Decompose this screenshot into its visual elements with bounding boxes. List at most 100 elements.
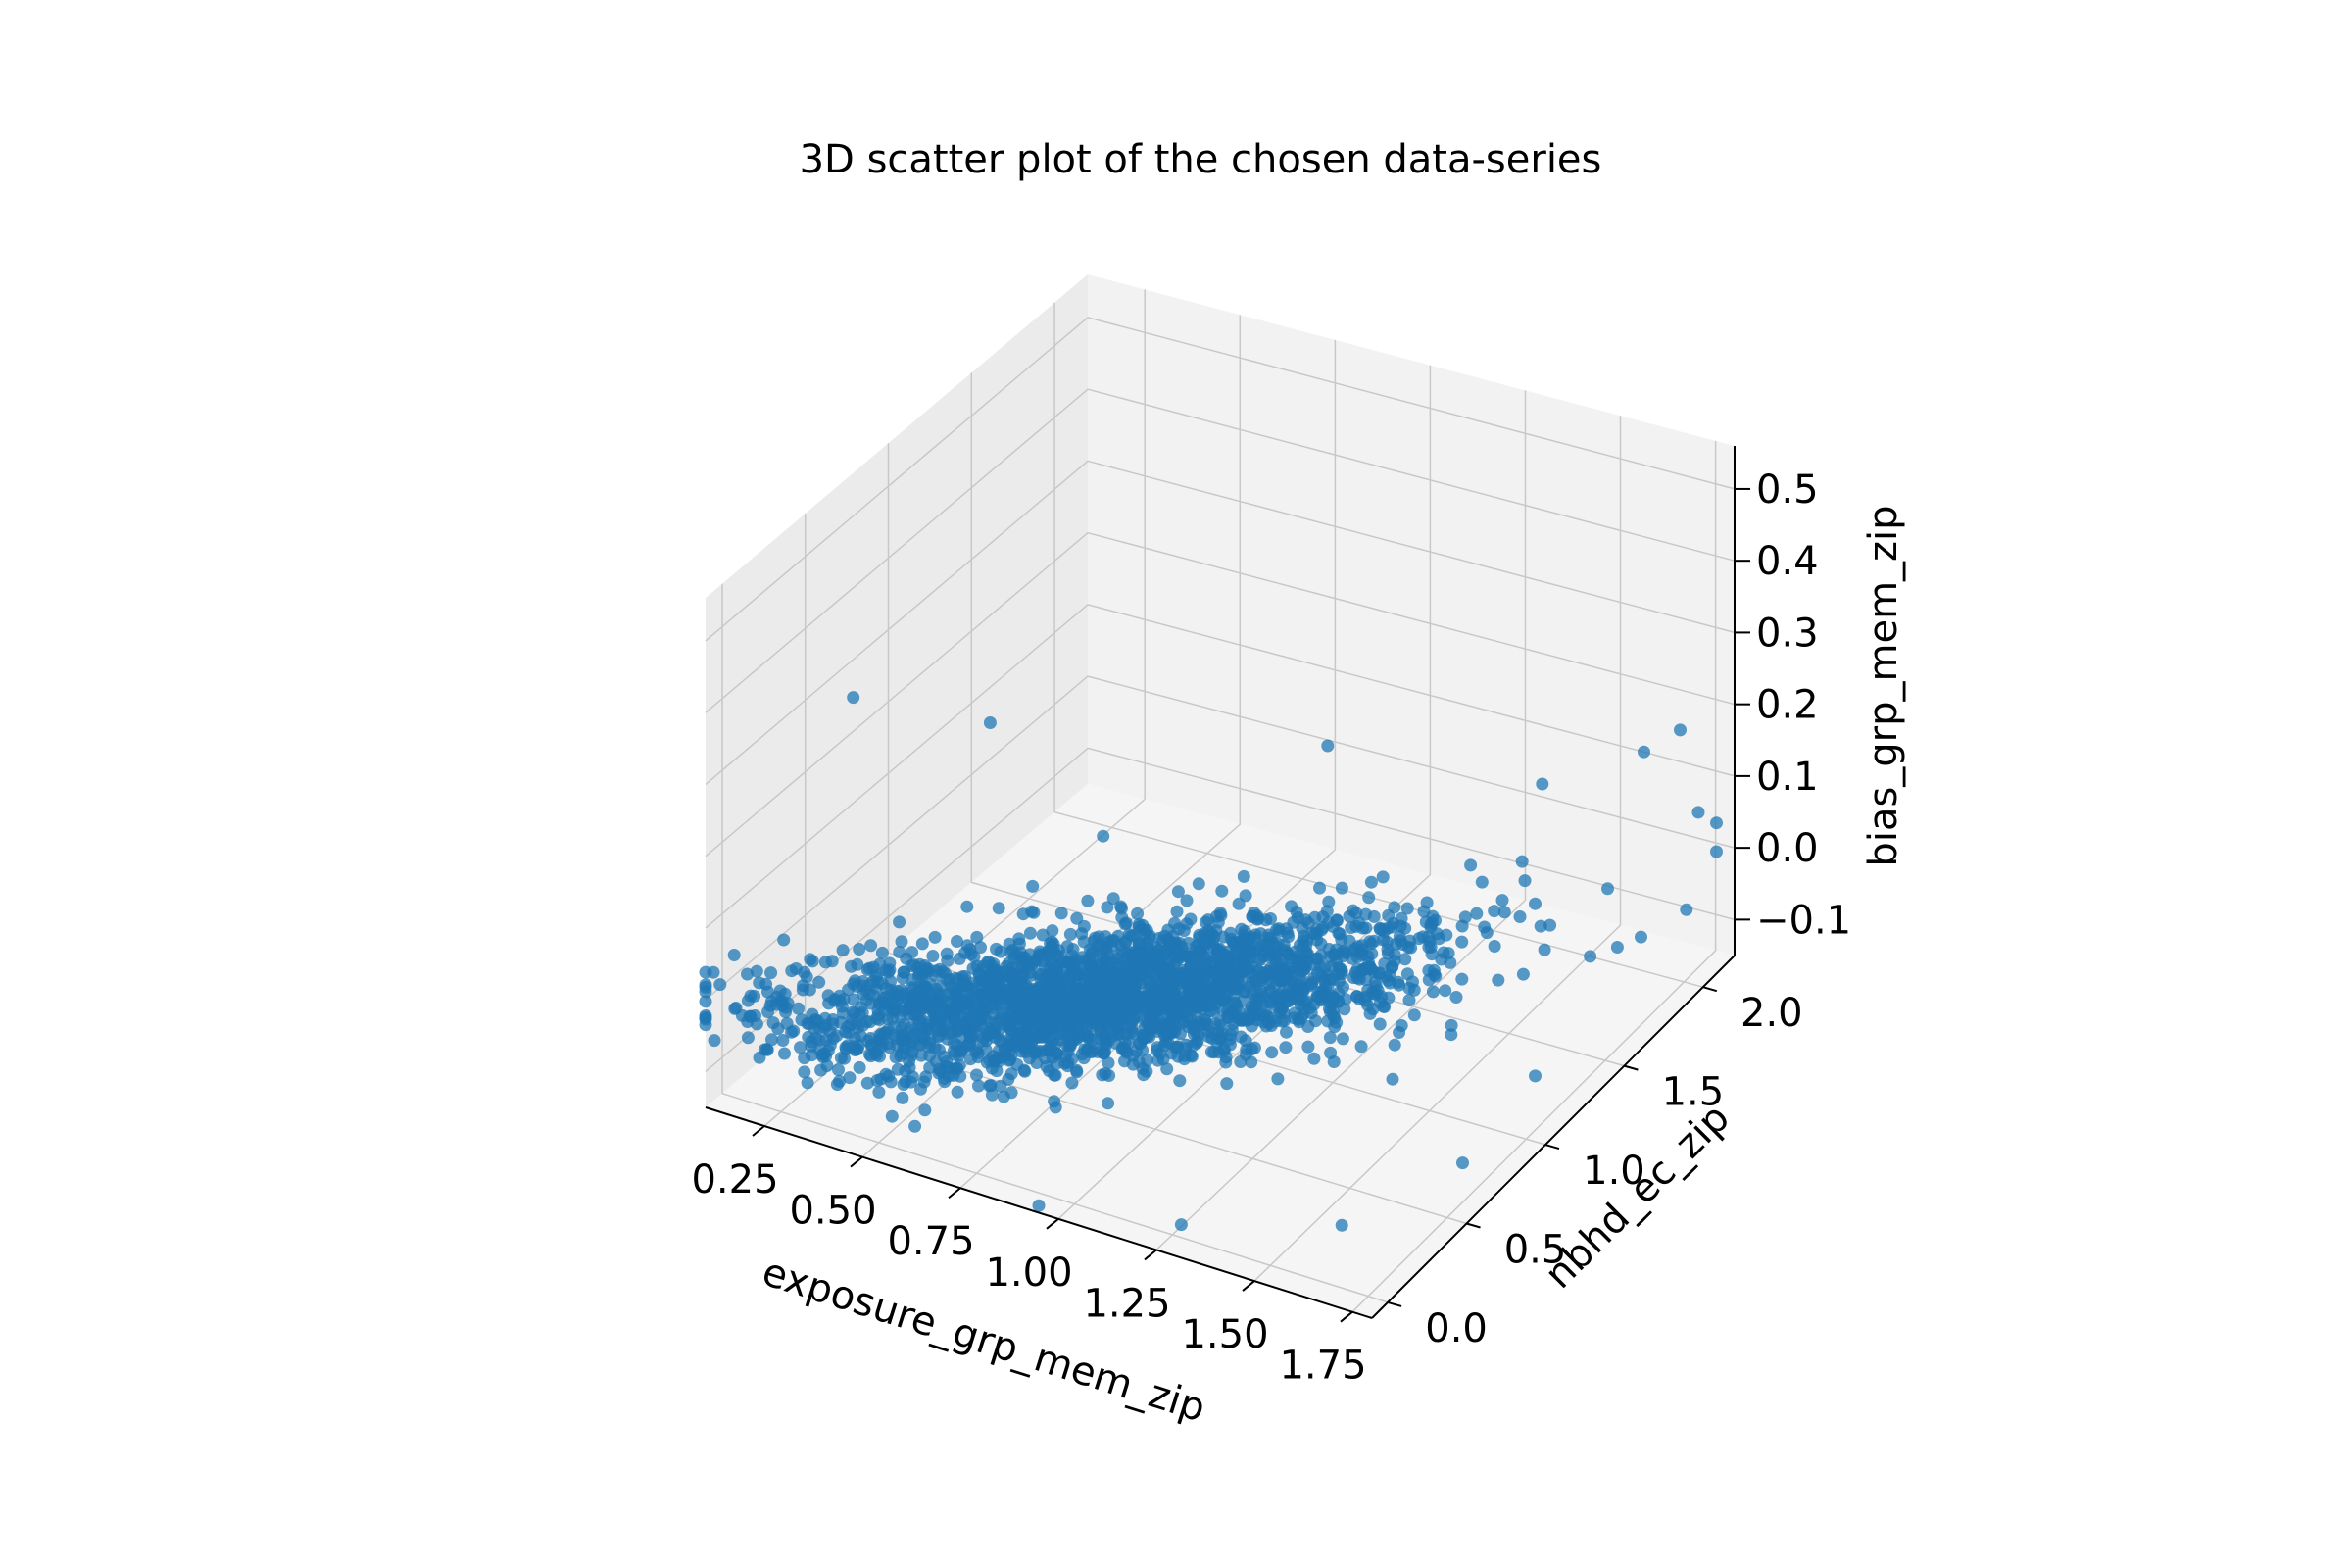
data-point	[1091, 985, 1104, 999]
data-point	[1529, 1069, 1542, 1083]
data-point	[1330, 913, 1344, 927]
data-point	[853, 1007, 866, 1021]
data-point	[1455, 919, 1469, 933]
data-point	[699, 978, 712, 992]
data-point	[1009, 948, 1022, 961]
data-point	[1680, 903, 1693, 916]
data-point	[889, 1051, 903, 1064]
data-point	[818, 956, 832, 969]
data-point	[1177, 966, 1191, 980]
data-point	[1044, 1039, 1057, 1053]
data-point	[1359, 921, 1373, 935]
data-point	[1475, 875, 1489, 889]
z-axis-label: bias_grp_mem_zip	[1861, 505, 1906, 866]
data-point	[1710, 816, 1723, 830]
data-point	[977, 1002, 991, 1015]
data-point	[968, 1045, 982, 1058]
data-point	[951, 1062, 964, 1076]
data-point	[1001, 984, 1014, 998]
data-point	[812, 975, 826, 989]
data-point	[1203, 964, 1217, 978]
x-axis-label: exposure_grp_mem_zip	[757, 1250, 1210, 1432]
x-tick-label: 0.50	[789, 1189, 876, 1234]
data-point	[1118, 917, 1132, 931]
data-point	[1309, 1014, 1322, 1028]
pane-left	[706, 274, 1088, 1107]
data-point	[1169, 993, 1183, 1006]
data-point	[1325, 959, 1339, 973]
data-point	[1417, 905, 1431, 918]
data-point	[853, 1060, 866, 1074]
data-point	[1192, 877, 1205, 891]
data-point	[919, 1021, 933, 1035]
data-point	[1336, 1032, 1349, 1046]
data-point	[836, 944, 850, 957]
data-point	[863, 1032, 877, 1045]
data-point	[1271, 1072, 1285, 1086]
data-point	[1027, 906, 1041, 919]
grid-line-z	[705, 604, 1736, 929]
data-point	[859, 994, 873, 1007]
data-point	[872, 1085, 886, 1099]
data-point	[1177, 949, 1191, 962]
data-point	[972, 968, 986, 982]
data-point	[1236, 965, 1250, 978]
data-point	[1513, 910, 1527, 923]
data-point	[801, 1076, 814, 1090]
data-point	[1101, 901, 1114, 914]
data-point	[970, 930, 984, 944]
x-tick-label: 1.00	[985, 1250, 1072, 1296]
data-point	[1327, 1055, 1341, 1068]
data-point	[883, 963, 897, 977]
y-tick-mark	[1466, 1222, 1481, 1229]
data-point	[1584, 950, 1597, 963]
x-tick-mark	[1340, 1310, 1353, 1323]
data-point	[1155, 1002, 1169, 1015]
data-point	[1376, 922, 1390, 936]
data-point	[932, 1043, 946, 1056]
x-tick-label: 1.50	[1181, 1312, 1268, 1357]
data-point	[1381, 974, 1395, 987]
data-point	[1691, 806, 1705, 819]
data-point	[1367, 909, 1381, 923]
data-point	[1265, 993, 1279, 1006]
data-point	[1638, 745, 1650, 759]
data-point	[1119, 935, 1132, 949]
data-point	[1464, 858, 1478, 872]
data-point	[915, 937, 929, 951]
data-point	[1107, 934, 1121, 948]
data-point	[852, 1039, 865, 1053]
data-point	[1478, 920, 1492, 934]
data-point	[785, 1025, 799, 1039]
data-point	[1108, 966, 1122, 980]
data-point	[1323, 1031, 1337, 1045]
data-point	[1023, 926, 1037, 940]
data-point	[972, 1079, 985, 1093]
data-point	[1131, 906, 1145, 920]
data-point	[778, 1047, 791, 1060]
data-point	[1118, 1054, 1131, 1068]
data-point	[853, 943, 866, 956]
data-point	[1138, 951, 1152, 964]
data-point	[1224, 926, 1238, 940]
data-point	[847, 691, 860, 705]
x-tick-mark	[752, 1125, 765, 1137]
data-point	[989, 965, 1003, 979]
data-point	[1534, 919, 1547, 933]
data-point	[1121, 947, 1135, 960]
data-point	[699, 995, 712, 1008]
data-point	[970, 1068, 983, 1082]
data-point	[1150, 1019, 1163, 1033]
data-point	[1291, 910, 1304, 924]
data-point	[1237, 869, 1250, 883]
data-point	[1246, 909, 1259, 923]
data-point	[1492, 973, 1505, 987]
data-point	[1250, 1013, 1264, 1027]
grid-line-x	[959, 339, 1337, 1189]
data-point	[699, 1018, 712, 1032]
data-point	[1366, 1003, 1380, 1016]
data-point	[976, 992, 990, 1005]
data-point	[707, 965, 720, 979]
z-tick-label: 0.4	[1756, 539, 1819, 584]
data-point	[978, 1012, 992, 1025]
